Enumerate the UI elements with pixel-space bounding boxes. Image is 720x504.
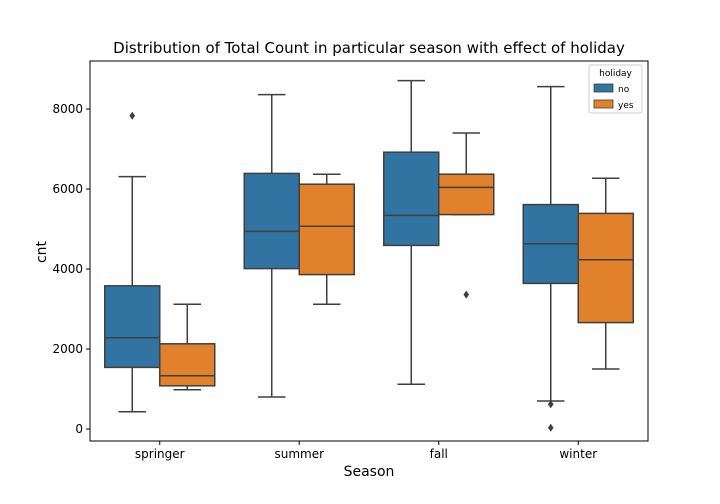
x-axis-label: Season bbox=[344, 464, 395, 480]
legend-swatch-yes bbox=[593, 99, 614, 109]
outlier-point bbox=[547, 423, 554, 432]
plot-area: 0 2000 4000 6000 8000 springer summer fall winte… bbox=[52, 60, 649, 461]
box-iqr bbox=[104, 285, 161, 369]
outlier-point bbox=[547, 400, 554, 409]
box-yes-springer bbox=[159, 303, 216, 391]
x-tick-label: winter bbox=[559, 447, 597, 461]
box-iqr bbox=[438, 173, 495, 216]
box-yes-winter bbox=[577, 177, 634, 370]
y-tick-label: 8000 bbox=[52, 102, 83, 116]
legend-entry-no: no bbox=[618, 85, 630, 95]
box-no-summer bbox=[243, 93, 300, 398]
outlier-point bbox=[129, 111, 136, 120]
y-tick-label: 4000 bbox=[52, 262, 83, 276]
legend-title: holiday bbox=[599, 69, 632, 79]
box-yes-fall bbox=[438, 132, 495, 299]
plot-frame bbox=[89, 60, 649, 442]
legend: holiday no yes bbox=[588, 64, 643, 114]
x-tick-label: summer bbox=[274, 447, 324, 461]
box-yes-summer bbox=[298, 173, 355, 305]
box-iqr bbox=[159, 343, 216, 387]
y-tick-label: 2000 bbox=[52, 342, 83, 356]
legend-swatch-no bbox=[593, 83, 614, 93]
outlier-point bbox=[463, 290, 470, 299]
x-tick-label: fall bbox=[430, 447, 448, 461]
box-iqr bbox=[243, 172, 300, 270]
legend-entry-yes: yes bbox=[618, 101, 634, 111]
y-tick-label: 6000 bbox=[52, 182, 83, 196]
box-iqr bbox=[383, 151, 440, 247]
box-no-winter bbox=[522, 85, 579, 432]
box-no-fall bbox=[383, 79, 440, 385]
x-tick-label: springer bbox=[135, 447, 185, 461]
chart-title: Distribution of Total Count in particula… bbox=[113, 39, 625, 57]
y-axis-label: cnt bbox=[34, 240, 50, 263]
y-tick-label: 0 bbox=[75, 422, 83, 436]
box-no-springer bbox=[104, 111, 161, 413]
box-iqr bbox=[298, 183, 355, 276]
box-iqr bbox=[577, 212, 634, 324]
